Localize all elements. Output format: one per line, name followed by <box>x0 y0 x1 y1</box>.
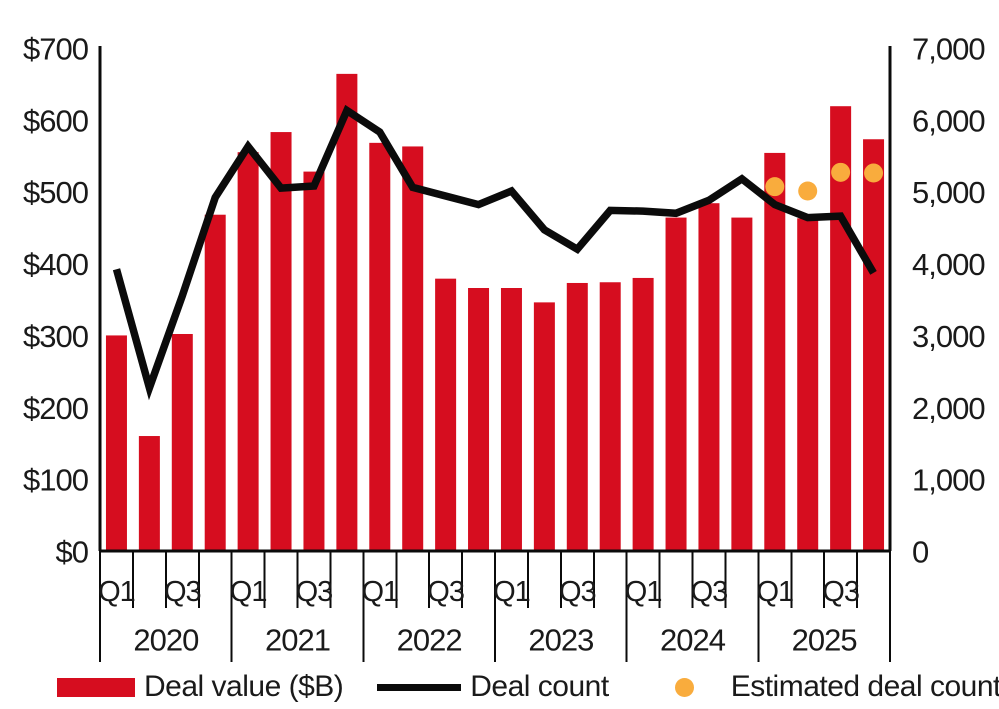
year-label-2024: 2024 <box>660 623 726 658</box>
deal-value-bar-2020-q4 <box>204 214 226 552</box>
quarter-label-q1: Q1 <box>625 576 662 608</box>
deal-value-bar-2024-q1 <box>632 277 654 551</box>
quarter-label-q3: Q3 <box>559 576 596 608</box>
quarter-label-q3: Q3 <box>164 576 201 608</box>
legend-item-estimated-deal-count: Estimated deal count <box>674 670 999 704</box>
estimated-deal-count-dot-swatch <box>674 677 694 697</box>
left-axis-tick-label: $100 <box>23 463 89 498</box>
quarter-label-q1: Q1 <box>756 576 793 608</box>
quarter-label-q1: Q1 <box>98 576 135 608</box>
deal-value-bar-2022-q1 <box>369 142 391 551</box>
axis-labels: $0 $100 $200 $300 $400 $500 $600 $700 0 1,000 2,00… <box>23 32 986 658</box>
deal-value-bar-2022-q4 <box>468 288 490 551</box>
deal-value-bar-2024-q2 <box>665 217 687 551</box>
year-label-2025: 2025 <box>792 623 857 658</box>
deal-value-bar-2023-q4 <box>599 282 621 551</box>
left-axis-tick-label: $600 <box>23 103 89 138</box>
deal-value-swatch <box>57 677 135 697</box>
right-axis-tick-label: 6,000 <box>912 103 985 138</box>
quarter-label-q1: Q1 <box>493 576 530 608</box>
deal-value-bar-2024-q4 <box>731 217 753 551</box>
year-label-2021: 2021 <box>265 623 330 658</box>
right-axis-tick-label: 1,000 <box>912 463 985 498</box>
deal-value-bar-2023-q3 <box>566 282 588 551</box>
deal-value-bars <box>105 73 885 552</box>
deal-count-line <box>112 104 877 401</box>
right-axis-tick-label: 7,000 <box>912 32 985 67</box>
legend-label-deal-value: Deal value ($B) <box>144 670 344 703</box>
year-label-2023: 2023 <box>528 623 593 658</box>
legend-item-deal-count: Deal count <box>377 670 609 704</box>
deal-value-bar-2025-q4 <box>863 139 885 551</box>
deal-value-bar-2024-q3 <box>698 203 720 551</box>
deal-value-bar-2021-q1 <box>237 152 259 551</box>
year-label-2022: 2022 <box>397 623 462 658</box>
deal-value-bar-2022-q2 <box>402 146 424 552</box>
quarter-label-q3: Q3 <box>296 576 333 608</box>
deal-value-bar-2020-q3 <box>171 333 193 551</box>
deal-value-bar-2020-q1 <box>105 335 127 551</box>
estimated-dot-2025-q4 <box>864 163 884 183</box>
deal-value-bar-2023-q2 <box>533 302 555 551</box>
deal-value-bar-2020-q2 <box>138 436 160 551</box>
quarter-label-q1: Q1 <box>361 576 398 608</box>
left-axis-tick-label: $0 <box>56 535 89 570</box>
estimated-dot-2025-q3 <box>831 162 851 182</box>
legend-label-estimated-deal-count: Estimated deal count <box>730 670 999 703</box>
deal-value-bar-2025-q1 <box>764 152 786 551</box>
legend-label-deal-count: Deal count <box>470 670 609 703</box>
chart-plot-area: $0 $100 $200 $300 $400 $500 $600 $700 0 1,000 2,00… <box>23 32 986 662</box>
estimated-dot-2025-q2 <box>798 181 818 201</box>
deal-value-bar-2023-q1 <box>500 288 522 551</box>
right-axis-tick-label: 4,000 <box>912 247 985 282</box>
chart-legend: Deal value ($B) Deal count Estimated dea… <box>57 666 999 708</box>
quarter-label-q1: Q1 <box>230 576 267 608</box>
deal-count-line-swatch <box>377 683 462 691</box>
left-axis-tick-label: $500 <box>23 175 89 210</box>
deal-value-bar-2022-q3 <box>435 278 457 551</box>
left-axis-tick-label: $300 <box>23 319 89 354</box>
left-axis-tick-label: $700 <box>23 32 89 67</box>
quarter-label-q3: Q3 <box>822 576 859 608</box>
right-axis-tick-label: 2,000 <box>912 391 985 426</box>
right-axis-tick-label: 0 <box>912 535 929 570</box>
estimated-dot-2025-q1 <box>765 177 785 197</box>
left-axis-tick-label: $400 <box>23 247 89 282</box>
axes <box>98 46 892 662</box>
estimated-deal-count-dots <box>765 162 884 201</box>
deal-value-bar-2025-q2 <box>797 218 819 551</box>
left-axis-tick-label: $200 <box>23 391 89 426</box>
right-axis-tick-label: 5,000 <box>912 175 985 210</box>
legend-item-deal-value: Deal value ($B) <box>57 670 344 704</box>
deal-value-bar-2021-q2 <box>270 132 292 551</box>
right-axis-tick-label: 3,000 <box>912 319 985 354</box>
year-label-2020: 2020 <box>133 623 199 658</box>
deal-value-bar-2021-q3 <box>303 171 325 551</box>
quarter-label-q3: Q3 <box>427 576 464 608</box>
quarter-label-q3: Q3 <box>691 576 728 608</box>
deal-value-bar-2021-q4 <box>336 73 358 552</box>
